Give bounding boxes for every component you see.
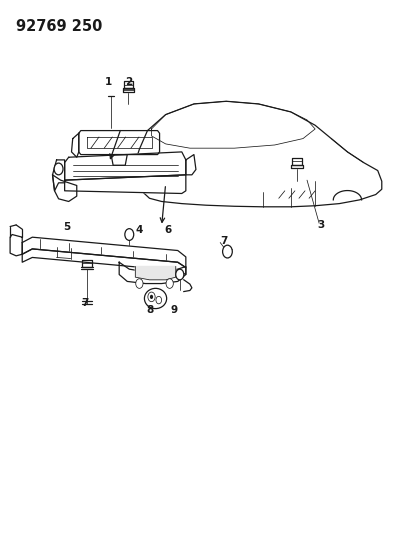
Polygon shape <box>135 266 176 280</box>
Polygon shape <box>291 165 303 168</box>
Text: 1: 1 <box>105 77 112 86</box>
Text: 92769 250: 92769 250 <box>16 19 103 34</box>
Circle shape <box>166 279 173 288</box>
Text: 7: 7 <box>81 298 88 308</box>
Polygon shape <box>119 262 186 284</box>
Polygon shape <box>65 152 186 180</box>
Text: 2: 2 <box>125 77 132 86</box>
Text: 8: 8 <box>147 305 154 315</box>
Circle shape <box>223 245 232 258</box>
Polygon shape <box>10 235 22 256</box>
Circle shape <box>54 163 63 175</box>
Circle shape <box>176 269 184 280</box>
Polygon shape <box>65 175 186 193</box>
Text: 9: 9 <box>171 305 178 315</box>
Polygon shape <box>53 175 77 201</box>
Text: 6: 6 <box>164 225 171 235</box>
Circle shape <box>125 229 134 240</box>
Polygon shape <box>72 133 79 157</box>
Circle shape <box>150 295 153 299</box>
Polygon shape <box>123 88 134 92</box>
Polygon shape <box>186 155 196 175</box>
Polygon shape <box>111 155 127 165</box>
Polygon shape <box>292 158 302 165</box>
Polygon shape <box>82 260 92 266</box>
Polygon shape <box>124 81 133 88</box>
Polygon shape <box>22 249 186 274</box>
Text: 4: 4 <box>136 225 143 235</box>
Ellipse shape <box>145 288 166 309</box>
Text: 5: 5 <box>63 222 70 231</box>
Text: 3: 3 <box>318 220 325 230</box>
Polygon shape <box>53 160 65 191</box>
Circle shape <box>136 279 143 288</box>
Text: 7: 7 <box>221 236 228 246</box>
Polygon shape <box>79 131 160 155</box>
Polygon shape <box>22 237 186 268</box>
